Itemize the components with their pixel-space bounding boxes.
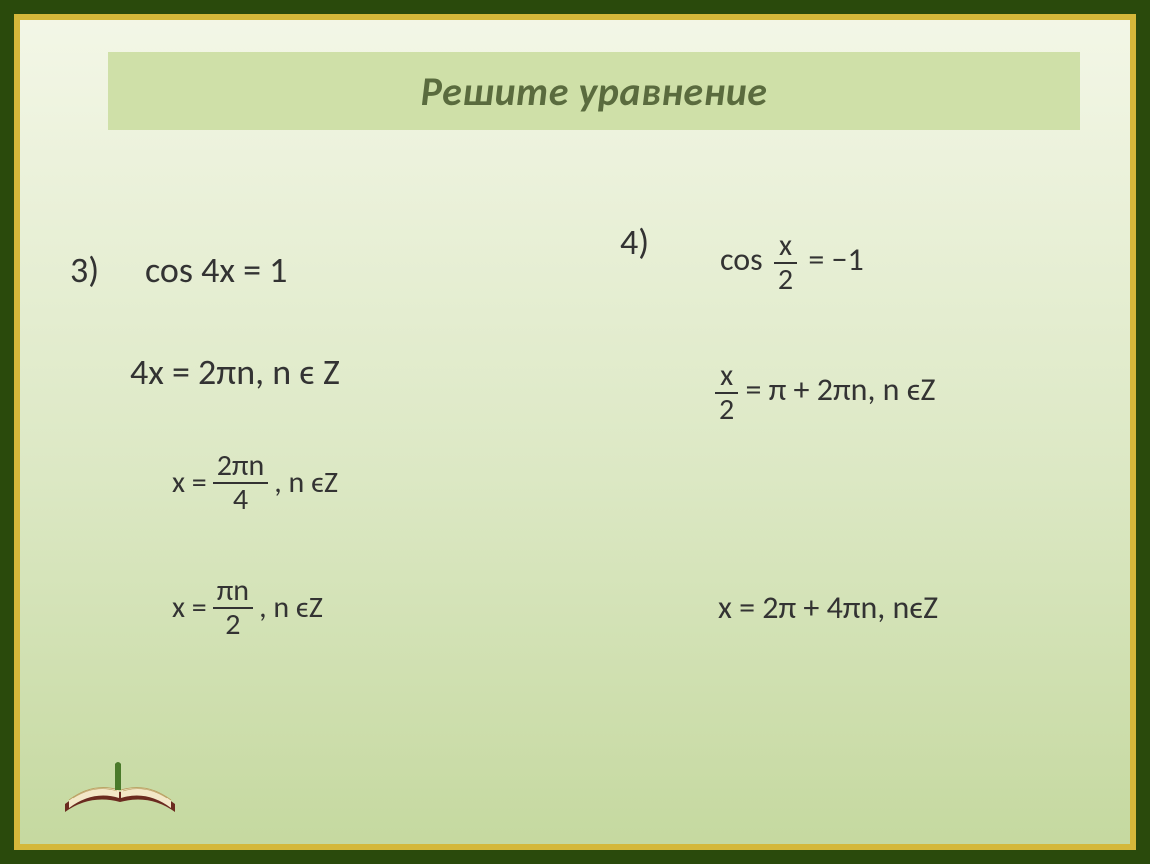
problem-4-label: 4) <box>620 220 649 264</box>
frac-left: x = <box>172 589 207 626</box>
fraction: x 2 <box>715 360 738 425</box>
frac-num: x <box>774 230 797 262</box>
frac-den: 4 <box>213 482 269 516</box>
eq-x-over-2-step: x 2 = π + 2πn, n ϵZ <box>715 360 936 425</box>
book-icon <box>55 734 185 824</box>
title-bar: Решите уравнение <box>108 52 1080 130</box>
frac-num: x <box>715 360 738 392</box>
frac-tail: , n ϵZ <box>259 589 323 626</box>
eq-x-frac-2pin-4: x = 2πn 4 , n ϵZ <box>172 450 338 515</box>
eq-cos-x-over-2: cos x 2 = −1 <box>720 230 864 295</box>
frac-den: 2 <box>715 392 738 426</box>
eq-x-final: x = 2π + 4πn, nϵZ <box>718 588 938 627</box>
fraction: 2πn 4 <box>213 450 269 515</box>
eq-tail: = −1 <box>808 240 863 279</box>
slide-title: Решите уравнение <box>421 67 768 116</box>
eq-cos4x: cos 4x = 1 <box>145 248 287 292</box>
eq-4x-step: 4x = 2πn, n ϵ Z <box>130 350 340 394</box>
eq-x-frac-pin-2: x = πn 2 , n ϵZ <box>172 575 323 640</box>
eq-tail: = π + 2πn, n ϵZ <box>745 370 935 409</box>
frac-tail: , n ϵZ <box>274 464 338 501</box>
fraction: πn 2 <box>213 575 253 640</box>
fraction: x 2 <box>774 230 797 295</box>
problem-3-label: 3) <box>70 248 99 292</box>
frac-num: πn <box>213 575 253 607</box>
frac-left: x = <box>172 464 207 501</box>
frac-num: 2πn <box>213 450 269 482</box>
frac-den: 2 <box>213 607 253 641</box>
inner-border <box>14 14 1136 850</box>
frac-den: 2 <box>774 262 797 296</box>
slide: Решите уравнение 3) 4) cos 4x = 1 4x = 2… <box>0 0 1150 864</box>
cos-label: cos <box>720 240 763 279</box>
